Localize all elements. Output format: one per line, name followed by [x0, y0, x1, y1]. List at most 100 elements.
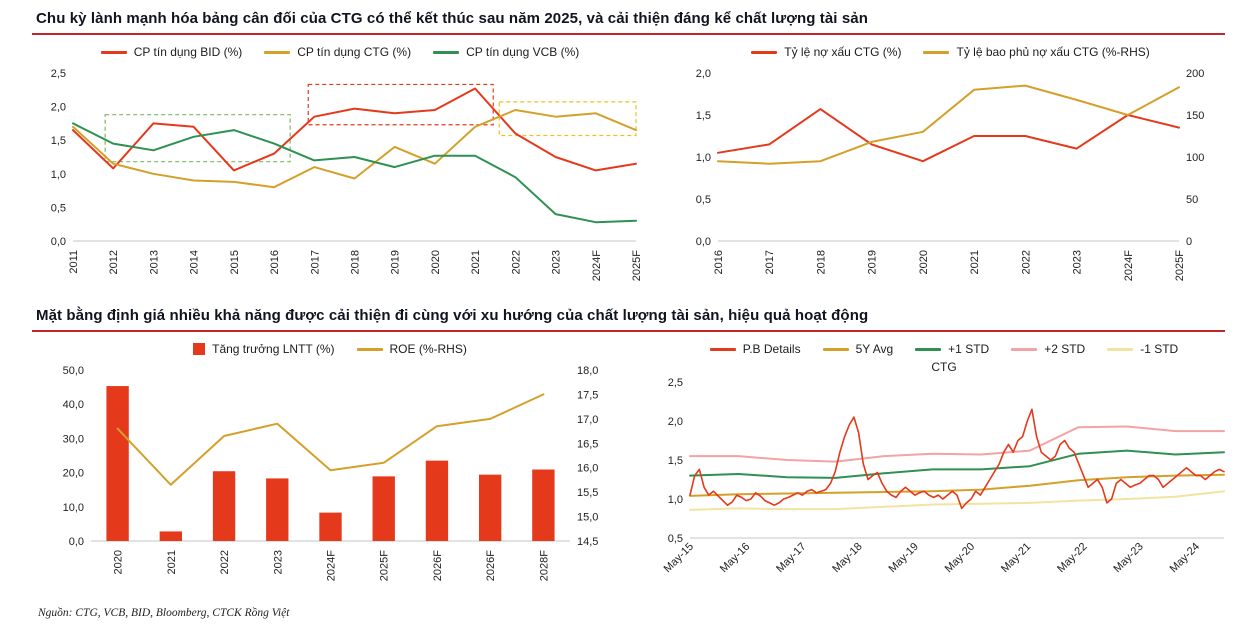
legend-item: Tăng trưởng LNTT (%) [193, 342, 335, 356]
svg-text:15,0: 15,0 [577, 512, 598, 524]
legend-line-marker [822, 347, 849, 351]
svg-text:1,0: 1,0 [668, 494, 683, 506]
svg-text:2025F: 2025F [1174, 250, 1186, 281]
svg-text:2025F: 2025F [631, 250, 643, 281]
legend-line-marker [433, 50, 460, 54]
legend-label: CP tín dụng BID (%) [133, 45, 243, 59]
npl-legend: Tỷ lệ nợ xấu CTG (%) Tỷ lệ bao phủ nợ xấu… [751, 43, 1150, 61]
legend-item: CP tín dụng VCB (%) [433, 45, 579, 59]
svg-text:2020: 2020 [429, 250, 441, 274]
section-asset-quality: Chu kỳ lành mạnh hóa bảng cân đối của CT… [30, 10, 1227, 303]
legend-item: P.B Details [709, 342, 801, 356]
svg-text:2017: 2017 [764, 250, 776, 274]
svg-text:2,5: 2,5 [668, 377, 683, 389]
svg-text:2023: 2023 [1072, 250, 1084, 274]
svg-text:2019: 2019 [389, 250, 401, 274]
pb-legend: P.B Details 5Y Avg +1 STD +2 STD -1 STD [709, 340, 1179, 358]
legend-line-marker [923, 50, 950, 54]
svg-text:0,5: 0,5 [50, 202, 65, 214]
legend-label: P.B Details [742, 342, 801, 356]
svg-text:1,5: 1,5 [696, 110, 711, 122]
svg-text:2013: 2013 [148, 250, 160, 274]
svg-text:2018: 2018 [349, 250, 361, 274]
svg-text:2024F: 2024F [590, 250, 602, 281]
legend-item: +2 STD [1011, 342, 1085, 356]
svg-text:10,0: 10,0 [62, 502, 83, 514]
svg-text:May-22: May-22 [1055, 541, 1089, 575]
legend-square-marker [193, 343, 206, 355]
svg-text:0,0: 0,0 [68, 536, 83, 548]
svg-text:May-21: May-21 [999, 541, 1033, 575]
svg-text:100: 100 [1186, 152, 1204, 164]
npl-coverage-chart: 0,0 0,5 1,0 1,5 2,0 0 50 100 150 200 2016 2017 2018 2… [696, 68, 1205, 281]
svg-text:2,5: 2,5 [50, 68, 65, 80]
svg-text:1,0: 1,0 [696, 152, 711, 164]
svg-text:16,5: 16,5 [577, 438, 598, 450]
svg-text:0: 0 [1186, 236, 1192, 248]
svg-text:2025F: 2025F [378, 550, 390, 581]
legend-line-marker [1011, 347, 1038, 351]
svg-text:2024F: 2024F [1123, 250, 1135, 281]
svg-text:16,0: 16,0 [577, 463, 598, 475]
svg-text:2026F: 2026F [485, 550, 497, 581]
legend-label: CP tín dụng VCB (%) [466, 45, 580, 59]
svg-text:0,5: 0,5 [696, 194, 711, 206]
svg-text:17,5: 17,5 [577, 389, 598, 401]
svg-text:May-18: May-18 [830, 541, 864, 575]
svg-text:May-19: May-19 [887, 541, 921, 575]
svg-text:2028F: 2028F [538, 550, 550, 581]
svg-text:2017: 2017 [309, 250, 321, 274]
svg-text:2026F: 2026F [431, 550, 443, 581]
chart-credit-cost: CP tín dụng BID (%) CP tín dụng CTG (%) CP… [30, 41, 650, 303]
credit-cost-chart: 0,0 0,5 1,0 1,5 2,0 2,5 2011 2012 2013 2014 2015 20… [50, 68, 643, 281]
svg-text:2021: 2021 [470, 250, 482, 274]
svg-text:30,0: 30,0 [62, 433, 83, 445]
legend-label: CP tín dụng CTG (%) [297, 45, 412, 59]
pb-valuation-chart: 0,5 1,0 1,5 2,0 2,5 May-15 May-16 May-17 May-18 M… [662, 377, 1225, 575]
svg-text:May-20: May-20 [943, 541, 977, 575]
svg-text:May-23: May-23 [1111, 541, 1145, 575]
legend-label: +1 STD [948, 342, 990, 356]
svg-text:May-15: May-15 [662, 541, 696, 575]
svg-text:May-17: May-17 [774, 541, 808, 575]
chart-npl-coverage: Tỷ lệ nợ xấu CTG (%) Tỷ lệ bao phủ nợ xấu… [674, 41, 1227, 303]
svg-text:18,0: 18,0 [577, 365, 598, 377]
svg-text:0,0: 0,0 [50, 236, 65, 248]
svg-text:150: 150 [1186, 110, 1204, 122]
svg-text:May-24: May-24 [1168, 541, 1202, 575]
chart-pb-valuation: P.B Details 5Y Avg +1 STD +2 STD -1 STD CTG … [654, 338, 1234, 602]
svg-text:0,0: 0,0 [696, 236, 711, 248]
svg-text:2018: 2018 [815, 250, 827, 274]
svg-text:1,5: 1,5 [668, 455, 683, 467]
svg-text:2020: 2020 [918, 250, 930, 274]
svg-text:2011: 2011 [68, 250, 80, 274]
svg-text:200: 200 [1186, 68, 1204, 80]
svg-text:2016: 2016 [269, 250, 281, 274]
svg-text:2015: 2015 [228, 250, 240, 274]
section-valuation: Mặt bằng định giá nhiều khả năng được cả… [30, 307, 1227, 603]
svg-text:2016: 2016 [713, 250, 725, 274]
legend-line-marker [915, 347, 942, 351]
legend-label: -1 STD [1140, 342, 1179, 356]
legend-item: CP tín dụng BID (%) [100, 45, 243, 59]
charts-row-2: Tăng trưởng LNTT (%) ROE (%-RHS) 0,0 10,0 2… [30, 338, 1227, 603]
legend-line-marker [356, 347, 383, 351]
legend-line-marker [100, 50, 127, 54]
source-note: Nguồn: CTG, VCB, BID, Bloomberg, CTCK Rồ… [38, 607, 290, 619]
legend-line-marker [264, 50, 291, 54]
red-divider [32, 33, 1225, 35]
legend-item: ROE (%-RHS) [356, 342, 467, 356]
svg-text:50,0: 50,0 [62, 365, 83, 377]
svg-text:2014: 2014 [188, 250, 200, 274]
svg-text:0,5: 0,5 [668, 533, 683, 545]
chart-title-ctg: CTG [931, 360, 957, 374]
svg-text:2022: 2022 [219, 550, 231, 574]
svg-text:17,0: 17,0 [577, 414, 598, 426]
svg-text:2020: 2020 [112, 550, 124, 574]
charts-row-1: CP tín dụng BID (%) CP tín dụng CTG (%) CP… [30, 41, 1227, 303]
credit-cost-legend: CP tín dụng BID (%) CP tín dụng CTG (%) CP… [100, 43, 579, 61]
legend-line-marker [709, 347, 736, 351]
svg-text:2,0: 2,0 [696, 68, 711, 80]
svg-text:2023: 2023 [272, 550, 284, 574]
section-heading-valuation: Mặt bằng định giá nhiều khả năng được cả… [36, 307, 869, 324]
